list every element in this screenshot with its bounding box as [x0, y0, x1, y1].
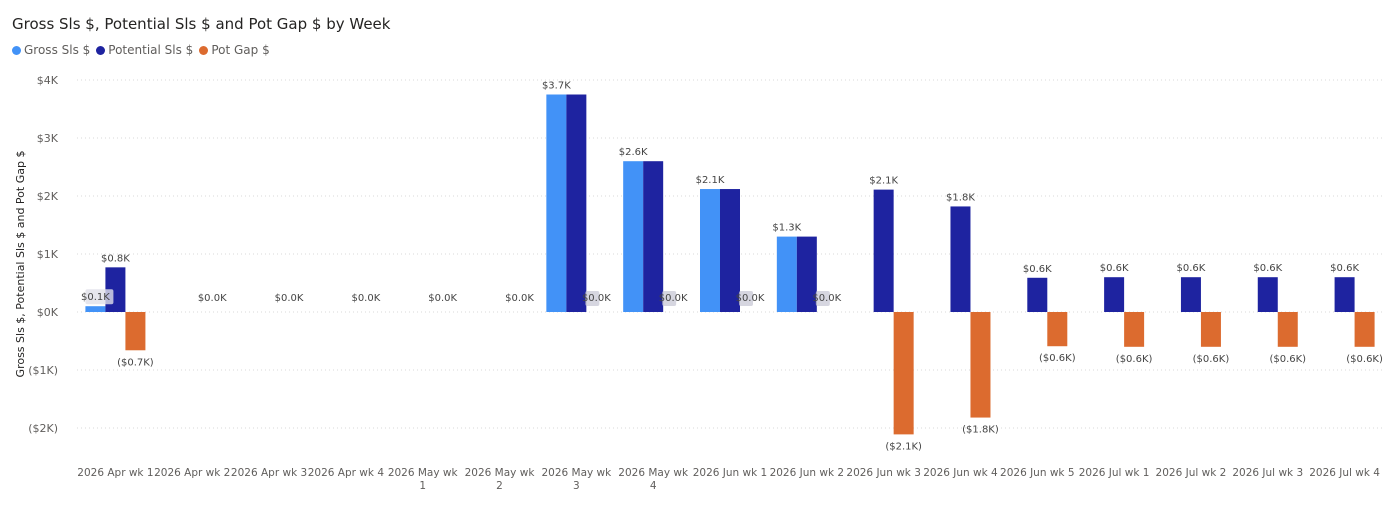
gross-sls-bar: [776, 236, 797, 312]
y-tick-label: $4K: [37, 74, 59, 87]
x-tick-label: 2026 May wk 2: [465, 467, 536, 492]
pot-gap-data-label: $0.0K: [275, 293, 304, 304]
y-tick-label: $2K: [37, 190, 59, 203]
x-tick-label: 2026 Jun wk 2: [770, 467, 845, 479]
pot-gap-bar: [970, 312, 991, 418]
potential-sls-data-label: $0.6K: [1100, 263, 1129, 274]
pot-gap-bar: [1200, 312, 1221, 347]
y-tick-label: ($2K): [28, 422, 58, 435]
gross-sls-data-label: $3.7K: [542, 81, 571, 92]
legend-label-potential: Potential Sls $: [108, 43, 194, 57]
y-tick-label: ($1K): [28, 364, 58, 377]
legend-item-pot-gap[interactable]: Pot Gap $: [199, 43, 270, 57]
potential-sls-bar: [1257, 277, 1278, 312]
x-tick-label: 2026 Apr wk 1: [77, 467, 153, 479]
legend-swatch-gross: [12, 45, 21, 55]
pot-gap-data-label: $0.0K: [505, 293, 534, 304]
legend: Gross Sls $ Potential Sls $ Pot Gap $: [12, 43, 276, 57]
pot-gap-data-label: $0.0K: [582, 293, 611, 304]
gross-sls-data-label: $2.1K: [696, 175, 725, 186]
data-label-background: [739, 291, 753, 306]
pot-gap-data-label: ($0.7K): [117, 357, 154, 368]
potential-sls-bar: [720, 189, 740, 312]
pot-gap-data-label: ($2.1K): [885, 441, 922, 452]
pot-gap-bar: [1277, 312, 1298, 347]
potential-sls-data-label: $1.8K: [946, 192, 975, 203]
potential-sls-data-label: $0.6K: [1330, 263, 1359, 274]
y-tick-label: $0K: [37, 306, 59, 319]
y-axis-title: Gross Sls $, Potential Sls $ and Pot Gap…: [14, 151, 27, 378]
x-tick-label: 2026 May wk 1: [388, 467, 459, 492]
potential-sls-bar: [1334, 277, 1355, 312]
pot-gap-data-label: ($0.6K): [1193, 354, 1230, 365]
x-tick-label: 2026 Apr wk 2: [154, 467, 230, 479]
pot-gap-data-label: $0.0K: [659, 293, 688, 304]
pot-gap-data-label: ($0.6K): [1269, 354, 1306, 365]
potential-sls-data-label: $2.1K: [869, 176, 898, 187]
y-tick-label: $3K: [37, 132, 59, 145]
pot-gap-bar: [893, 312, 914, 435]
potential-sls-bar: [796, 236, 817, 312]
pot-gap-data-label: ($1.8K): [962, 425, 999, 436]
legend-label-gross: Gross Sls $: [24, 43, 91, 57]
data-label-background: [85, 289, 114, 305]
x-tick-label: 2026 May wk 4: [618, 467, 689, 492]
pot-gap-data-label: $0.0K: [351, 293, 380, 304]
potential-sls-data-label: $0.6K: [1177, 263, 1206, 274]
legend-swatch-potential: [96, 45, 106, 55]
pot-gap-data-label: $0.0K: [428, 293, 457, 304]
x-tick-label: 2026 Jul wk 2: [1156, 467, 1227, 479]
data-label-background: [815, 291, 830, 306]
data-label-background: [585, 291, 600, 306]
x-tick-label: 2026 Apr wk 3: [231, 467, 307, 479]
x-tick-label: 2026 Jul wk 1: [1079, 467, 1150, 479]
legend-label-pot-gap: Pot Gap $: [211, 43, 270, 57]
legend-item-gross[interactable]: Gross Sls $: [12, 43, 90, 57]
potential-sls-bar: [566, 94, 587, 312]
gross-sls-bar: [623, 161, 644, 312]
x-tick-label: 2026 Jul wk 4: [1309, 467, 1380, 479]
pot-gap-bar: [1354, 312, 1375, 347]
potential-sls-bar: [950, 206, 971, 312]
potential-sls-bar: [1104, 277, 1125, 312]
potential-sls-data-label: $0.6K: [1253, 263, 1282, 274]
data-label-background: [662, 291, 677, 306]
pot-gap-bar: [1124, 312, 1145, 347]
legend-item-potential[interactable]: Potential Sls $: [96, 43, 193, 57]
pot-gap-data-label: ($0.6K): [1039, 353, 1076, 364]
x-tick-label: 2026 Jun wk 3: [846, 467, 921, 479]
gross-sls-bar: [700, 189, 720, 312]
legend-swatch-pot-gap: [199, 45, 209, 55]
pot-gap-data-label: ($0.6K): [1116, 354, 1153, 365]
potential-sls-bar: [873, 189, 894, 312]
potential-sls-bar: [1180, 277, 1201, 312]
x-tick-label: 2026 Jun wk 1: [693, 467, 768, 479]
gross-sls-bar: [85, 306, 106, 312]
x-tick-label: 2026 Jul wk 3: [1232, 467, 1303, 479]
x-tick-label: 2026 Jun wk 4: [923, 467, 998, 479]
x-tick-label: 2026 Apr wk 4: [308, 467, 385, 479]
pot-gap-data-label: ($0.6K): [1346, 354, 1383, 365]
y-tick-label: $1K: [37, 248, 59, 261]
gross-sls-data-label: $1.3K: [772, 223, 801, 234]
pot-gap-data-label: $0.0K: [198, 293, 227, 304]
x-tick-label: 2026 Jun wk 5: [1000, 467, 1075, 479]
chart-title: Gross Sls $, Potential Sls $ and Pot Gap…: [12, 15, 391, 33]
potential-sls-data-label: $0.8K: [101, 253, 130, 264]
potential-sls-bar: [1027, 277, 1048, 312]
gross-sls-data-label: $2.6K: [619, 147, 648, 158]
pot-gap-data-label: $0.0K: [736, 293, 765, 304]
potential-sls-data-label: $0.6K: [1023, 264, 1052, 275]
pot-gap-bar: [1047, 312, 1068, 347]
pot-gap-data-label: $0.0K: [812, 293, 841, 304]
potential-sls-bar: [643, 161, 664, 312]
gross-sls-data-label: $0.1K: [81, 292, 110, 303]
gross-sls-bar: [546, 94, 567, 312]
x-tick-label: 2026 May wk 3: [541, 467, 612, 492]
pot-gap-bar: [125, 312, 146, 351]
